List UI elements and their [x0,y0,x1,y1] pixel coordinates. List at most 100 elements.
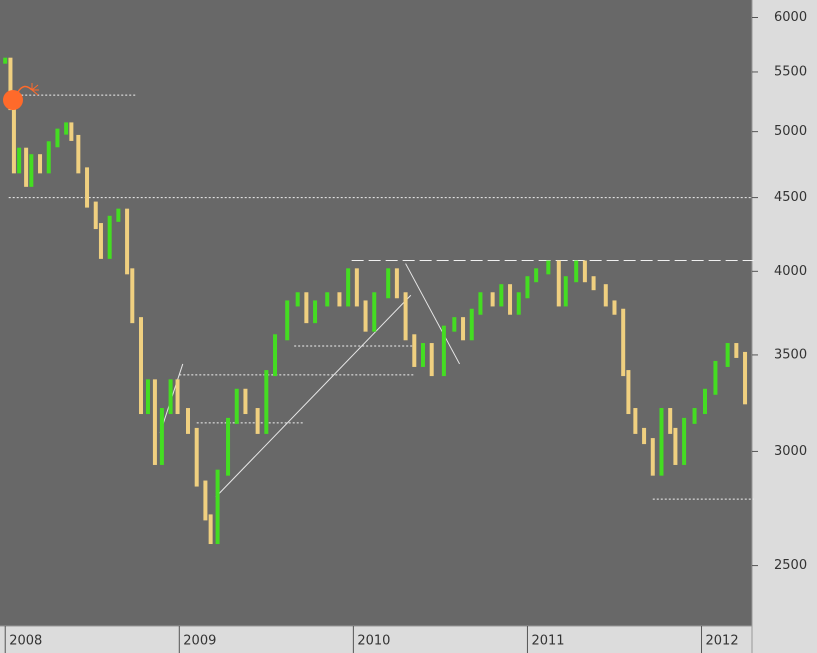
price-bar [546,260,551,275]
price-bar [93,201,98,230]
price-bar [139,317,143,415]
y-tick-label: 6000 [774,10,807,25]
price-bar [461,317,466,341]
y-tick-label: 3000 [774,444,807,459]
y-tick-label: 5500 [774,64,807,79]
bomb-icon [3,83,39,110]
price-bar [642,427,647,445]
price-bar [29,154,34,187]
price-bar [516,292,521,315]
price-bar [659,408,664,476]
x-tick-label: 2012 [706,634,739,649]
price-bar [394,268,399,299]
price-bar [8,57,13,111]
y-tick-label: 2500 [774,558,807,573]
price-bar [556,260,561,307]
price-bar [255,408,260,434]
price-bar [346,268,351,307]
price-bar [452,317,457,332]
x-tick-label: 2009 [183,634,216,649]
price-bar [499,284,504,307]
price-bar [441,325,446,377]
x-tick-label: 2008 [9,634,42,649]
price-bar [243,388,248,415]
price-bar [3,57,8,64]
price-bar [234,388,239,424]
price-bar [713,360,718,395]
trend-line [405,263,460,365]
price-bar [130,268,135,324]
price-bar [692,408,697,424]
price-bar [633,408,638,434]
price-bar [725,343,730,367]
price-bar [563,276,568,307]
price-bar [673,427,678,465]
price-bar [574,260,579,283]
price-bar [152,379,157,465]
price-bar [650,438,655,476]
price-bar [621,308,626,377]
price-bar [337,292,342,307]
y-axis-panel [752,0,817,653]
x-tick-label: 2011 [531,634,564,649]
price-bar [325,292,330,307]
y-tick-label: 5000 [774,124,807,139]
price-bar [703,388,707,415]
price-bar [508,284,513,315]
price-bar [226,417,231,476]
price-bar [186,408,190,434]
price-bar [612,300,617,315]
price-bar [734,343,739,358]
price-bar [490,292,495,307]
price-bar [295,292,300,307]
price-bar [429,343,434,377]
trend-line [215,294,412,498]
price-bar [64,122,69,135]
x-tick-label: 2010 [357,634,390,649]
price-bar [273,334,278,377]
price-bar [24,147,29,187]
y-tick-label: 4500 [774,190,807,205]
price-bar [421,343,425,367]
price-bar [203,480,208,521]
price-bar [682,417,687,465]
price-bar [469,308,474,341]
price-bar [125,208,130,275]
y-tick-label: 4000 [774,264,807,279]
price-bar [76,134,81,174]
price-bar [159,408,164,465]
x-axis-panel [0,626,752,653]
price-bar [17,147,22,174]
price-bar [363,300,368,332]
price-bar [11,104,16,174]
price-bar [85,167,90,208]
price-bar [38,154,43,174]
price-bar [55,128,60,148]
price-bar [215,469,220,545]
price-bar [386,268,391,299]
price-bar [603,284,608,307]
price-bar [478,292,483,315]
price-bar [591,276,596,291]
price-bar [313,300,318,324]
price-bar [194,427,199,487]
price-bar [264,370,269,434]
price-bar [107,215,112,259]
price-bar [145,379,150,415]
price-bar [534,268,539,283]
price-bar [743,351,748,405]
price-bar [69,122,74,141]
price-bar [668,408,673,434]
price-bar [626,370,631,415]
price-bar [116,208,121,222]
price-bar [372,292,377,332]
price-bar [285,300,290,341]
price-bar [168,379,173,415]
price-bar [46,141,51,174]
price-bar [175,379,180,415]
price-bar [354,268,359,307]
price-bar [582,260,587,283]
price-bar [208,514,213,545]
price-bar [525,276,530,299]
